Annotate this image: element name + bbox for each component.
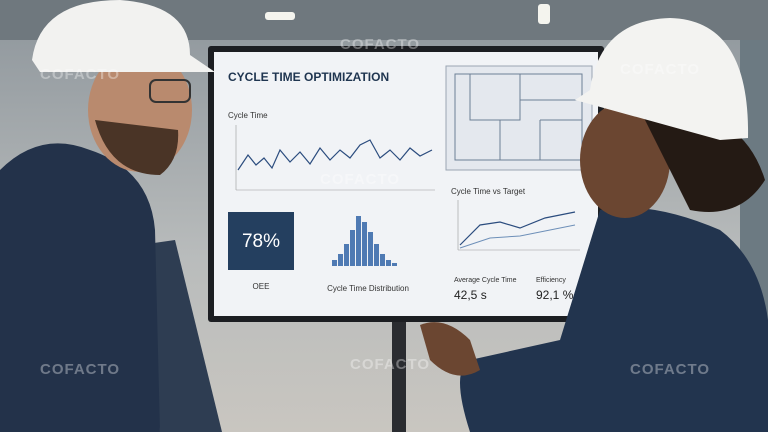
kpi-value: 78% — [242, 231, 280, 252]
floor-plan — [445, 65, 593, 171]
sparkline — [237, 139, 433, 171]
solar-panel-left — [140, 240, 222, 432]
woman-jacket — [460, 207, 768, 432]
stat-label: Efficiency — [536, 277, 566, 284]
screen-title: CYCLE TIME OPTIMIZATION — [228, 70, 389, 84]
watermark: COFACTO — [620, 61, 700, 78]
ceiling-light — [265, 12, 295, 20]
stat-value: 92,1 % — [536, 288, 574, 302]
watermark: COFACTO — [320, 171, 400, 188]
watermark: COFACTO — [340, 36, 420, 53]
watermark: COFACTO — [630, 361, 710, 378]
woman-hand — [420, 322, 480, 376]
woman-face — [580, 102, 670, 218]
watermark: COFACTO — [40, 361, 120, 378]
woman-helmet — [575, 18, 749, 140]
man-beard — [95, 120, 179, 175]
stat-value: 42,5 s — [454, 288, 487, 302]
kpi-tile — [228, 212, 294, 270]
stat-label: Average Cycle Time — [454, 277, 517, 284]
watermark: COFACTO — [350, 356, 430, 373]
monitor-stand — [392, 318, 406, 432]
ceiling-light — [538, 4, 550, 24]
watermark: COFACTO — [40, 66, 120, 83]
histogram-label: Cycle Time Distribution — [327, 284, 409, 293]
man-helmet — [32, 0, 215, 72]
kpi-label: OEE — [253, 282, 270, 291]
histogram — [332, 216, 397, 266]
man-glasses — [149, 79, 191, 103]
man-jacket — [0, 143, 160, 432]
target-line — [459, 224, 576, 249]
actual-line — [459, 211, 576, 246]
panel-label: Cycle Time vs Target — [451, 187, 526, 196]
panel-label: Cycle Time — [228, 111, 268, 120]
